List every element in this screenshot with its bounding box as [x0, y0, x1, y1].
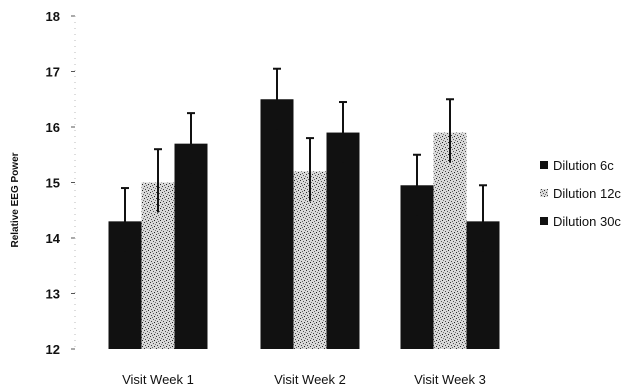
bar-2-3	[433, 132, 467, 349]
y-tick-label: 17	[46, 65, 60, 80]
y-tick-label: 15	[46, 176, 60, 191]
legend-swatch	[540, 161, 548, 169]
legend: Dilution 6c Dilution 12c Dilution 30c	[540, 158, 621, 229]
category-label: Visit Week 3	[414, 372, 486, 387]
bar-3-1	[174, 143, 208, 349]
legend-swatch	[540, 217, 548, 225]
y-tick-label: 18	[46, 9, 60, 24]
legend-swatch	[540, 189, 548, 197]
y-axis-title: Relative EEG Power	[10, 152, 21, 247]
bar-3-2	[326, 132, 360, 349]
legend-label: Dilution 12c	[553, 186, 621, 201]
y-axis: 12 13 14 15 16 17 18	[46, 9, 76, 357]
y-tick-label: 12	[46, 342, 60, 357]
legend-label: Dilution 6c	[553, 158, 614, 173]
category-label: Visit Week 1	[122, 372, 194, 387]
x-axis-labels: Visit Week 1 Visit Week 2 Visit Week 3	[122, 372, 486, 387]
y-tick-label: 13	[46, 287, 60, 302]
bars-group	[108, 67, 500, 349]
category-label: Visit Week 2	[274, 372, 346, 387]
legend-label: Dilution 30c	[553, 214, 621, 229]
y-tick-label: 14	[46, 231, 61, 246]
y-tick-label: 16	[46, 120, 60, 135]
bar-1-2	[260, 99, 294, 349]
